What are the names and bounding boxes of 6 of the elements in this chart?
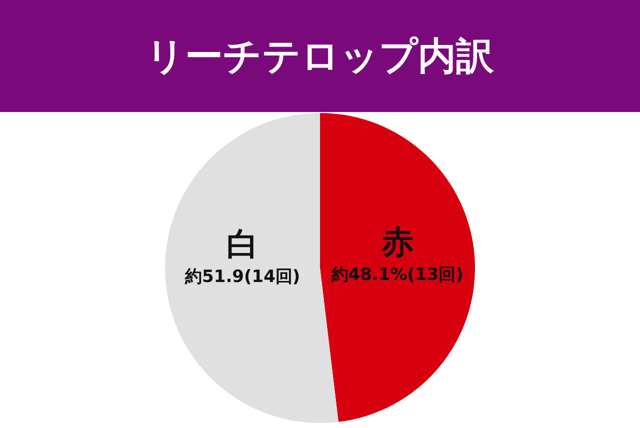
data-label: 約51.9(14回) <box>184 266 302 289</box>
chart-title: リーチテロップ内訳 <box>146 32 494 80</box>
pie-slice <box>320 113 475 422</box>
slice-label: 白 <box>226 224 260 264</box>
data-label: 約48.1%(13回) <box>330 264 464 288</box>
slice-label: 赤 <box>380 222 414 262</box>
